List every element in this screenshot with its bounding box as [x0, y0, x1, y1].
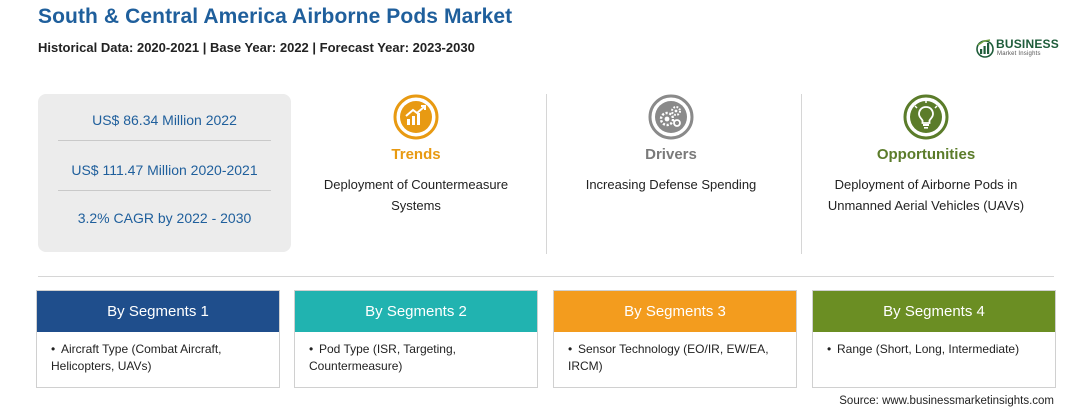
trends-title: Trends — [391, 146, 441, 163]
gears-icon — [648, 94, 694, 140]
bullet-marker: • — [309, 342, 314, 356]
stat-market-value-2022: US$ 86.34 Million 2022 — [92, 112, 237, 128]
segment-list-item: • Range (Short, Long, Intermediate) — [813, 332, 1055, 358]
column-divider — [546, 94, 547, 254]
segment-item-text: Aircraft Type (Combat Aircraft, Helicopt… — [51, 342, 222, 373]
opportunities-title: Opportunities — [876, 146, 976, 163]
segment-item-text: Sensor Technology (EO/IR, EW/EA, IRCM) — [568, 342, 769, 373]
segment-item-text: Range (Short, Long, Intermediate) — [837, 342, 1020, 356]
stat-divider — [58, 190, 271, 191]
column-divider — [801, 94, 802, 254]
segment-list-item: • Sensor Technology (EO/IR, EW/EA, IRCM) — [554, 332, 796, 375]
drivers-description: Increasing Defense Spending — [585, 177, 757, 192]
opportunities-card: Opportunities Deployment of Airborne Pod… — [801, 94, 1051, 216]
trend-chart-icon — [393, 94, 439, 140]
bullet-marker: • — [51, 342, 56, 356]
page-title: South & Central America Airborne Pods Ma… — [38, 5, 513, 28]
drivers-card: Drivers Increasing Defense Spending — [546, 94, 796, 195]
lightbulb-icon — [903, 94, 949, 140]
business-logo: BUSINESS Market Insights — [975, 36, 1065, 62]
segment-card-3: By Segments 3 • Sensor Technology (EO/IR,… — [553, 290, 797, 388]
stat-market-value-historical: US$ 111.47 Million 2020-2021 — [71, 162, 258, 178]
bullet-marker: • — [827, 342, 832, 356]
stat-divider — [58, 140, 271, 141]
segment-header: By Segments 4 — [813, 291, 1055, 332]
drivers-title: Drivers — [645, 146, 697, 163]
segment-card-4: By Segments 4 • Range (Short, Long, Inter… — [812, 290, 1056, 388]
bullet-marker: • — [568, 342, 573, 356]
segment-card-1: By Segments 1 • Aircraft Type (Combat Air… — [36, 290, 280, 388]
trends-description: Deployment of Countermeasure Systems — [323, 177, 509, 213]
segment-header: By Segments 3 — [554, 291, 796, 332]
stat-cagr: 3.2% CAGR by 2022 - 2030 — [77, 210, 252, 226]
trends-card: Trends Deployment of Countermeasure Syst… — [291, 94, 541, 216]
logo-tagline: Market Insights — [997, 51, 1041, 57]
section-divider — [38, 276, 1054, 277]
source-credit: Source: www.businessmarketinsights.com — [839, 395, 1054, 407]
segment-header: By Segments 2 — [295, 291, 537, 332]
segment-list-item: • Aircraft Type (Combat Aircraft, Helicop… — [37, 332, 279, 375]
page-subtitle: Historical Data: 2020-2021 | Base Year: … — [38, 40, 475, 55]
segment-card-2: By Segments 2 • Pod Type (ISR, Targeting,… — [294, 290, 538, 388]
globe-chart-icon — [976, 39, 994, 58]
segment-header: By Segments 1 — [37, 291, 279, 332]
opportunities-description: Deployment of Airborne Pods in Unmanned … — [827, 177, 1025, 213]
segment-list-item: • Pod Type (ISR, Targeting, Countermeasur… — [295, 332, 537, 375]
market-stats-panel: US$ 86.34 Million 2022 US$ 111.47 Millio… — [38, 94, 291, 252]
segment-item-text: Pod Type (ISR, Targeting, Countermeasure… — [309, 342, 456, 373]
logo-wordmark: BUSINESS — [996, 37, 1059, 51]
